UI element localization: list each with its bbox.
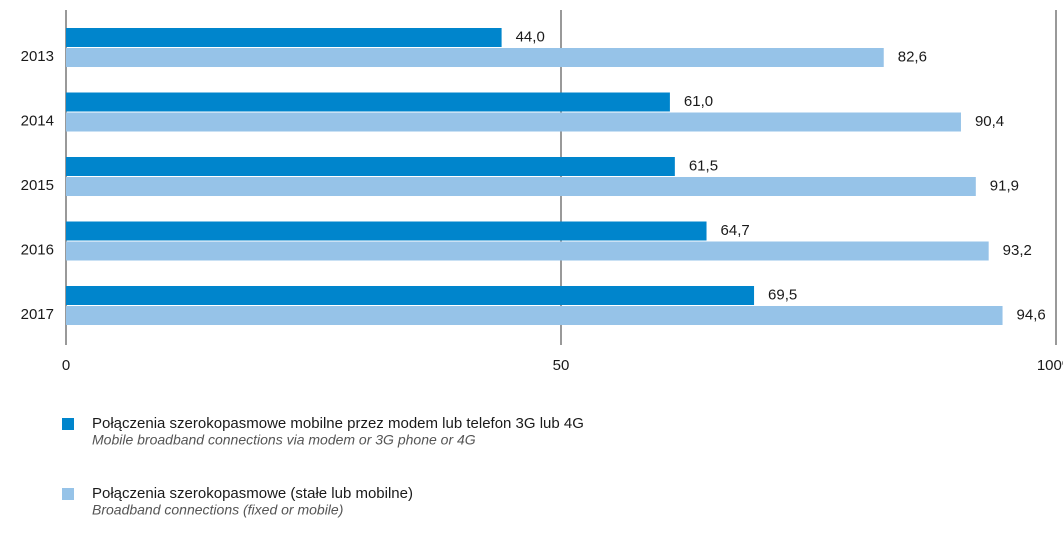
bar (66, 112, 961, 132)
bar (66, 28, 502, 47)
y-tick-label: 2013 (21, 48, 54, 65)
data-label: 61,0 (684, 93, 713, 110)
data-label: 82,6 (898, 48, 927, 65)
bar (66, 306, 1003, 325)
x-tick-label: 0 (62, 357, 70, 374)
bar (66, 221, 707, 241)
data-label: 44,0 (516, 28, 545, 45)
legend-label: Połączenia szerokopasmowe mobilne przez … (92, 415, 584, 432)
legend-swatch (62, 488, 74, 500)
y-tick-label: 2016 (21, 241, 54, 258)
x-tick-label: 100% (1037, 357, 1063, 374)
bar (66, 286, 755, 305)
data-label: 93,2 (1003, 242, 1032, 259)
bar (66, 157, 675, 176)
data-label: 69,5 (768, 286, 797, 303)
data-label: 64,7 (721, 222, 750, 239)
data-label: 91,9 (990, 177, 1019, 194)
x-tick-label: 50 (553, 357, 570, 374)
legend-label: Połączenia szerokopasmowe (stałe lub mob… (92, 485, 413, 502)
y-tick-label: 2014 (21, 112, 54, 129)
data-label: 94,6 (1017, 306, 1046, 323)
bar (66, 177, 976, 196)
legend-swatch (62, 418, 74, 430)
bar (66, 241, 989, 261)
legend-label-en: Mobile broadband connections via modem o… (92, 432, 476, 448)
bar (66, 48, 884, 67)
y-tick-label: 2017 (21, 306, 54, 323)
data-label: 61,5 (689, 157, 718, 174)
data-label: 90,4 (975, 113, 1004, 130)
y-tick-label: 2015 (21, 177, 54, 194)
legend-label-en: Broadband connections (fixed or mobile) (92, 502, 343, 518)
bar (66, 92, 670, 112)
